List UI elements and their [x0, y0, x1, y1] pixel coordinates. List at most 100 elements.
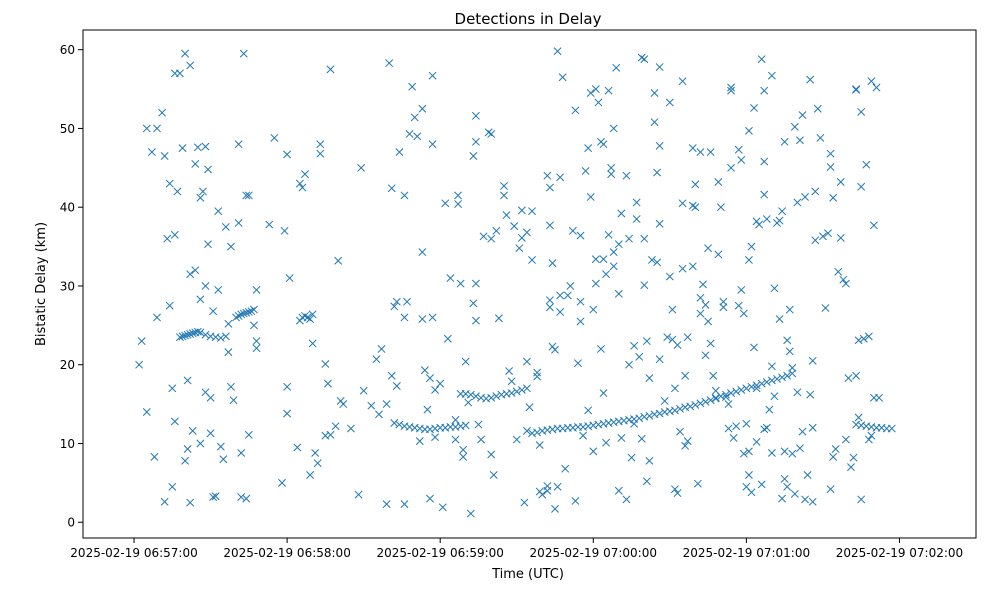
detection-marker	[576, 231, 585, 240]
detection-marker	[451, 415, 460, 424]
y-tick-label: 40	[60, 201, 75, 215]
detection-marker	[609, 248, 618, 257]
detection-marker	[650, 89, 659, 97]
detection-marker	[645, 456, 654, 465]
detection-marker	[660, 397, 669, 405]
detection-marker	[216, 442, 225, 451]
detection-marker	[377, 345, 386, 353]
track-detection-marker	[471, 392, 480, 401]
detection-marker	[186, 61, 195, 70]
detection-marker	[849, 453, 858, 462]
detection-marker	[839, 275, 848, 284]
detection-marker	[198, 187, 207, 196]
detection-marker	[826, 485, 835, 494]
detection-marker	[390, 302, 399, 311]
track-detection-marker	[487, 393, 496, 402]
data-markers	[135, 47, 896, 518]
detection-marker	[744, 471, 753, 479]
track-detection-marker	[239, 309, 248, 318]
track-detection-marker	[701, 397, 710, 406]
detection-marker	[165, 179, 174, 188]
detection-marker	[785, 305, 794, 314]
detection-marker	[431, 385, 440, 394]
detection-marker	[630, 341, 639, 350]
detection-marker	[653, 168, 662, 177]
detection-marker	[665, 272, 674, 281]
detection-marker	[632, 198, 641, 207]
detection-marker	[852, 85, 861, 94]
detection-marker	[747, 488, 756, 497]
detection-marker	[734, 145, 743, 154]
detection-marker	[507, 377, 516, 386]
detection-marker	[591, 255, 600, 264]
detection-marker	[308, 339, 317, 348]
detection-marker	[727, 83, 736, 92]
detection-marker	[655, 63, 664, 71]
detection-marker	[372, 355, 381, 364]
detection-marker	[783, 482, 792, 491]
detection-marker	[242, 191, 251, 200]
detection-marker	[451, 435, 460, 444]
detection-marker	[446, 274, 455, 283]
detection-marker	[795, 444, 804, 453]
detection-marker	[191, 266, 200, 275]
detection-marker	[252, 285, 261, 294]
detection-marker	[691, 203, 700, 212]
detection-marker	[604, 230, 613, 239]
detection-marker	[459, 445, 468, 454]
detection-marker	[137, 337, 146, 346]
detection-marker	[824, 229, 832, 238]
track-detection-marker	[655, 409, 664, 418]
detection-marker	[683, 437, 692, 446]
detection-marker	[415, 437, 424, 446]
x-axis: 2025-02-19 06:57:00 2025-02-19 06:58:00 20…	[70, 538, 963, 560]
detection-marker	[586, 193, 595, 201]
detection-marker	[602, 270, 610, 279]
detection-marker	[709, 371, 718, 380]
detection-marker	[293, 443, 302, 452]
detection-marker	[867, 77, 876, 86]
detection-marker	[551, 504, 559, 513]
detection-marker	[576, 297, 585, 306]
detection-marker	[599, 255, 608, 264]
detection-marker	[607, 163, 616, 172]
track-detection-marker	[716, 392, 725, 401]
detection-marker	[234, 219, 243, 227]
detection-marker	[875, 393, 883, 402]
detection-marker	[872, 83, 881, 92]
detection-marker	[752, 437, 761, 446]
detection-marker	[727, 86, 736, 95]
x-tick-label: 2025-02-19 07:01:00	[683, 546, 810, 560]
track-detection-marker	[645, 411, 654, 420]
detection-marker	[500, 181, 508, 190]
detection-marker	[783, 336, 792, 345]
detection-marker	[221, 222, 230, 231]
track-detection-marker	[706, 396, 715, 405]
detection-marker	[650, 118, 659, 127]
detection-marker	[456, 279, 465, 288]
detection-marker	[522, 228, 531, 237]
detection-marker	[520, 498, 529, 507]
detection-marker	[441, 199, 450, 208]
detection-marker	[607, 170, 616, 179]
detection-marker	[706, 148, 715, 157]
detection-marker	[836, 178, 845, 186]
detection-marker	[487, 450, 496, 459]
detection-marker	[229, 396, 238, 405]
detection-marker	[487, 130, 496, 138]
detection-marker	[801, 495, 810, 504]
detection-marker	[670, 485, 679, 494]
detection-marker	[395, 148, 404, 157]
detection-marker	[724, 400, 733, 409]
detection-marker	[410, 113, 419, 122]
detection-marker	[716, 203, 725, 212]
detection-marker	[678, 77, 687, 86]
detection-marker	[701, 351, 710, 360]
track-detection-marker	[747, 382, 756, 391]
detection-marker	[553, 47, 562, 56]
detection-marker	[150, 452, 159, 461]
detection-marker	[469, 152, 478, 160]
detection-marker	[742, 419, 751, 428]
detection-marker	[528, 207, 537, 216]
detection-marker	[438, 503, 447, 512]
